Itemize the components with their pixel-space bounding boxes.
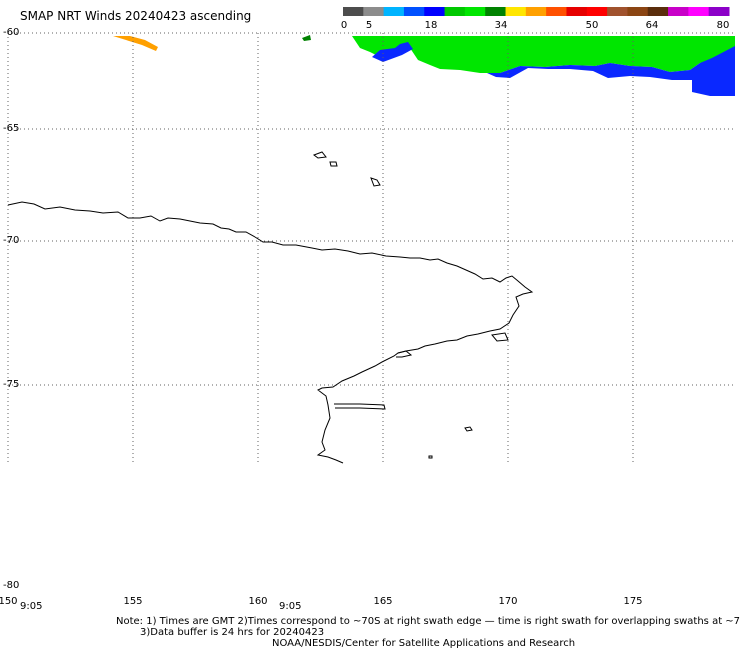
lon-label-170: 170 xyxy=(498,596,518,607)
note-line-2: 3)Data buffer is 24 hrs for 20240423 xyxy=(140,627,325,638)
colorbar xyxy=(343,7,730,16)
colorbar-segment xyxy=(363,7,385,16)
wind-swath-blue xyxy=(372,42,413,62)
island-4 xyxy=(464,426,473,432)
coastline-main xyxy=(7,201,534,464)
coastline xyxy=(7,151,534,464)
colorbar-segment xyxy=(464,7,486,16)
colorbar-segment xyxy=(607,7,628,16)
wind-swath-green xyxy=(352,36,735,73)
island-2 xyxy=(329,161,338,167)
colorbar-segment xyxy=(708,7,730,16)
colorbar-label-34: 34 xyxy=(494,20,508,31)
lon-label-165: 165 xyxy=(373,596,393,607)
colorbar-segment xyxy=(444,7,466,16)
colorbar-segment xyxy=(566,7,588,16)
colorbar-segment xyxy=(688,7,710,16)
coastline-ice-tongue xyxy=(334,403,386,410)
colorbar-segment xyxy=(424,7,446,16)
island-1 xyxy=(312,151,327,159)
wind-swath-blue-2 xyxy=(487,46,735,96)
lat-label-70: -70 xyxy=(3,235,20,246)
colorbar-segment xyxy=(668,7,689,16)
map-title: SMAP NRT Winds 20240423 ascending xyxy=(20,9,252,23)
colorbar-label-18: 18 xyxy=(424,20,438,31)
lat-label-80: -80 xyxy=(3,580,20,591)
lon-label-175: 175 xyxy=(623,596,643,607)
lat-label-65: -65 xyxy=(3,123,20,134)
colorbar-segment xyxy=(485,7,507,16)
colorbar-label-5: 5 xyxy=(365,20,373,31)
colorbar-label-0: 0 xyxy=(340,20,348,31)
colorbar-segment xyxy=(343,7,364,16)
graticule xyxy=(7,32,735,463)
colorbar-segment xyxy=(627,7,649,16)
note-line-1: Note: 1) Times are GMT 2)Times correspon… xyxy=(116,616,740,627)
coastline-cape xyxy=(491,332,509,342)
lon-label-155: 155 xyxy=(123,596,143,607)
colorbar-segment xyxy=(525,7,547,16)
colorbar-segment xyxy=(546,7,567,16)
lon-label-160: 160 xyxy=(248,596,268,607)
colorbar-segment xyxy=(647,7,669,16)
colorbar-label-64: 64 xyxy=(645,20,659,31)
swath-time-label-1: 9:05 xyxy=(20,601,43,612)
lon-label-150: 150 xyxy=(0,596,18,607)
wind-swath-layer xyxy=(113,35,735,96)
swath-time-label-2: 9:05 xyxy=(279,601,302,612)
colorbar-segment xyxy=(383,7,405,16)
colorbar-label-50: 50 xyxy=(585,20,599,31)
lat-label-75: -75 xyxy=(3,379,20,390)
colorbar-segment xyxy=(505,7,527,16)
coastline-inlet xyxy=(396,350,413,358)
island-3 xyxy=(370,177,381,187)
note-line-3: NOAA/NESDIS/Center for Satellite Applica… xyxy=(272,638,576,649)
colorbar-label-80: 80 xyxy=(716,20,730,31)
island-5 xyxy=(428,455,433,459)
colorbar-segment xyxy=(586,7,608,16)
colorbar-segment xyxy=(403,7,425,16)
lat-label-60: -60 xyxy=(3,27,20,38)
wind-swath-orange xyxy=(113,36,158,51)
wind-swath-darkgreen xyxy=(302,35,311,41)
